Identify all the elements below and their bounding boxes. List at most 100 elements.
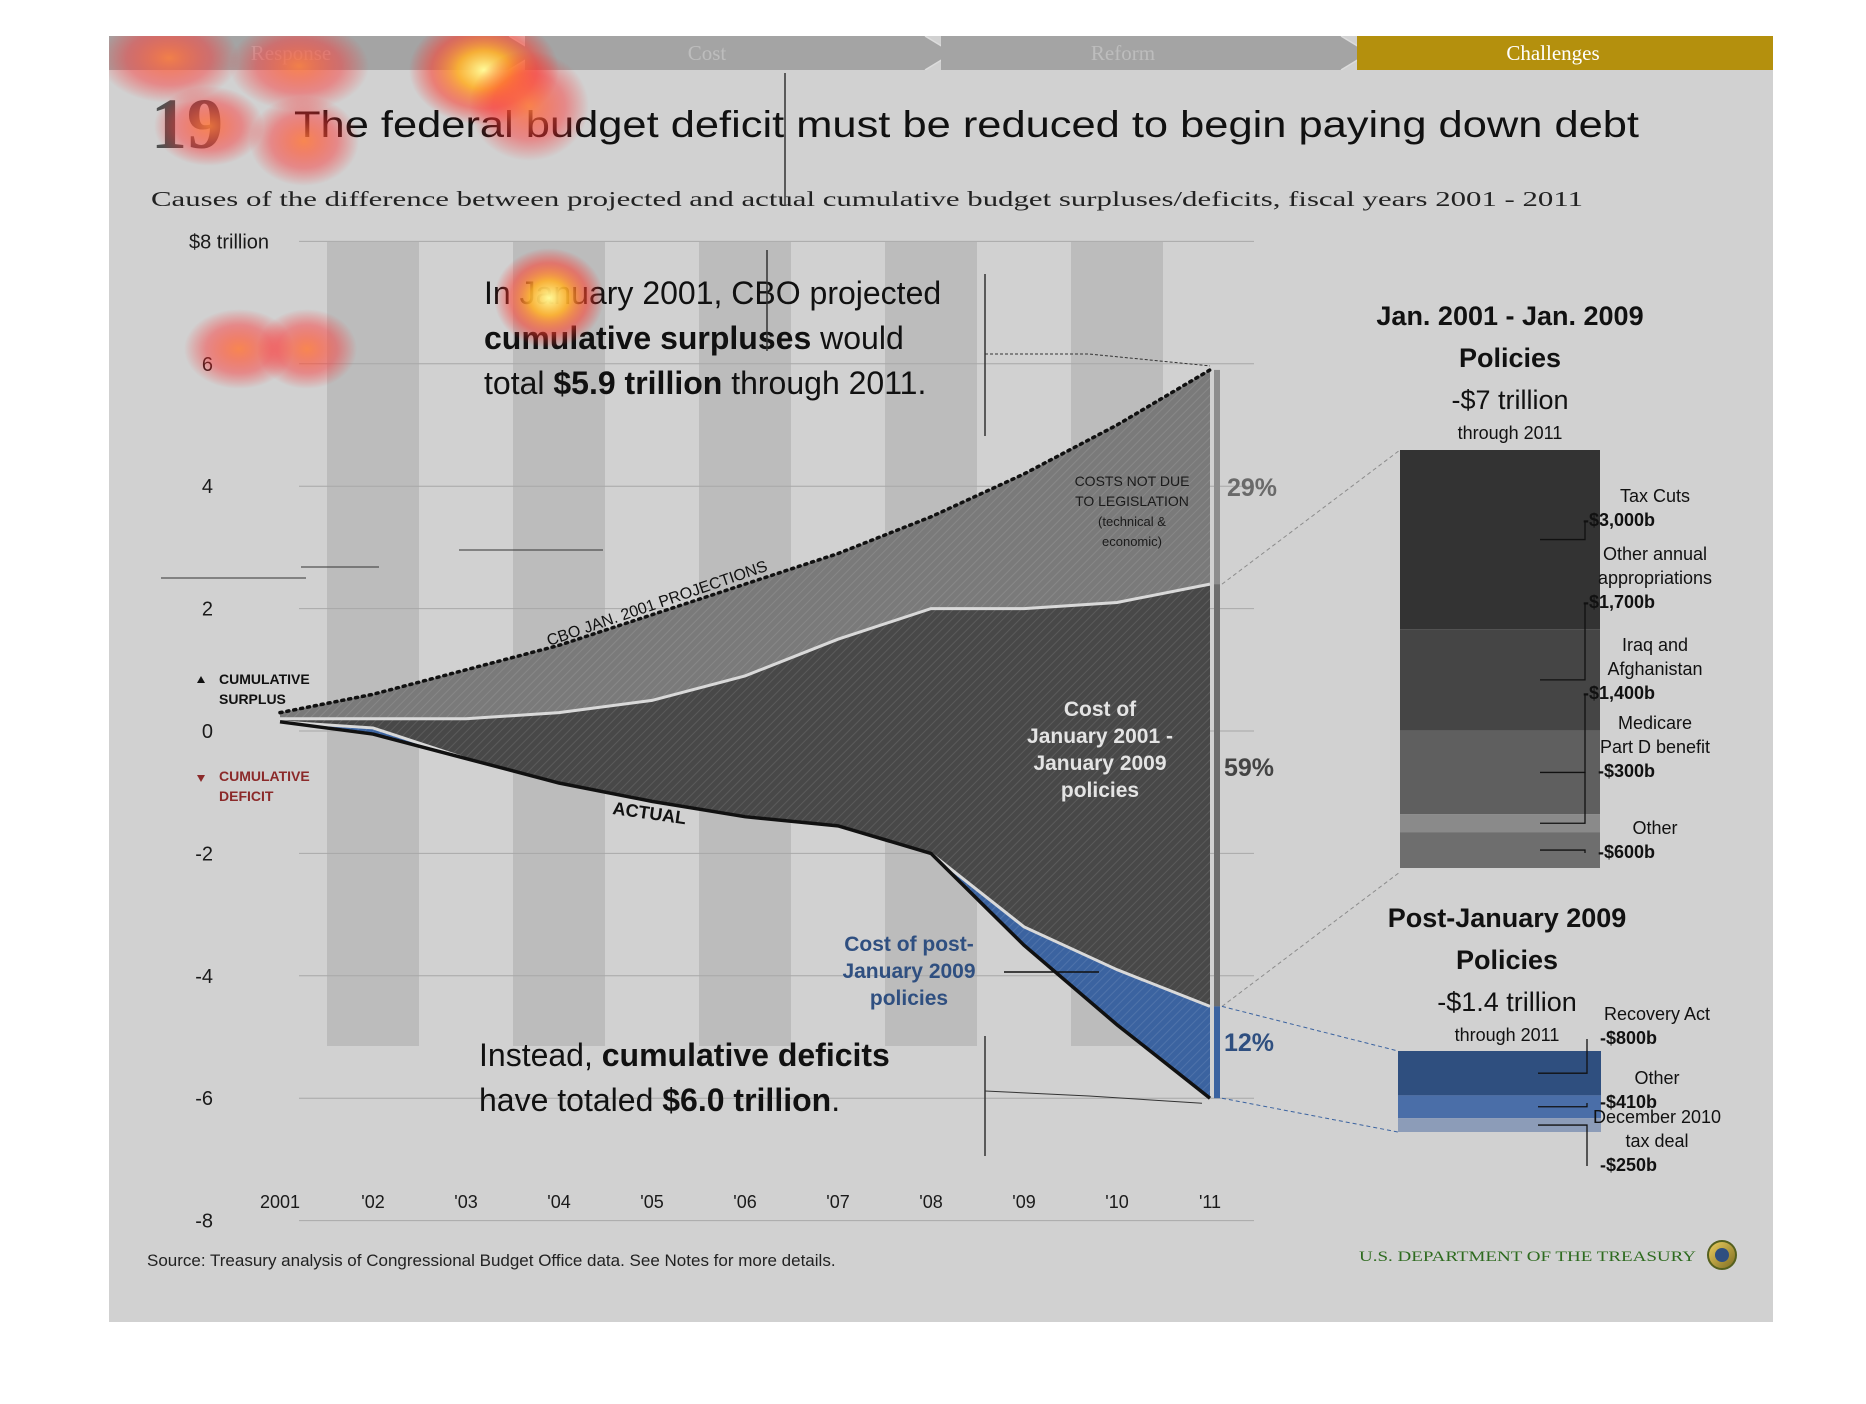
y-tick-label: 2 (202, 599, 213, 621)
breakdown-label: Other (1632, 818, 1677, 838)
x-tick-label: '05 (640, 1192, 663, 1212)
breakdown-value: -$800b (1600, 1028, 1657, 1048)
breakdown-segment (1400, 814, 1600, 833)
annotation-costs-not-due: (technical & (1098, 514, 1166, 529)
connector-dash (1221, 1005, 1399, 1052)
deficit-label: DEFICIT (219, 788, 274, 804)
bracket-technical (1214, 369, 1220, 585)
breakdown-label: Other (1634, 1068, 1679, 1088)
breakdown-leader (1538, 1039, 1588, 1074)
breakdown-label: Other annual (1603, 544, 1707, 564)
y-tick-label: -6 (195, 1088, 213, 1110)
surplus-arrow-icon (197, 676, 205, 683)
y-tick-label: -4 (195, 966, 213, 988)
connector-dash (1221, 871, 1401, 1007)
breakdown-total: -$1.4 trillion (1437, 987, 1577, 1017)
pct-technical: 29% (1227, 474, 1277, 502)
breakdown-segment (1398, 1118, 1601, 1132)
annotation-costs-not-due: TO LEGISLATION (1075, 493, 1189, 509)
surplus-label: SURPLUS (219, 691, 286, 707)
band-hatch (280, 369, 1210, 719)
y-tick-label: 0 (202, 721, 213, 743)
agency-name: U.S. DEPARTMENT OF THE TREASURY (1359, 1249, 1696, 1265)
nav-step-reform (941, 36, 1369, 70)
x-tick-label: '09 (1012, 1192, 1035, 1212)
year-column-band (327, 242, 419, 1046)
nav-step-label[interactable]: Challenges (1506, 41, 1599, 65)
breakdown-label: Recovery Act (1604, 1004, 1710, 1024)
deficit-label: CUMULATIVE (219, 768, 310, 784)
breakdown-label: Medicare (1618, 713, 1692, 733)
annotation-post-2009: January 2009 (842, 960, 975, 983)
breakdown-value: -$1,400b (1583, 683, 1655, 703)
treasury-seal-icon (1707, 1240, 1737, 1270)
breakdown-value: -$250b (1600, 1155, 1657, 1175)
breakdown-label: Tax Cuts (1620, 486, 1690, 506)
breakdown-label: Afghanistan (1607, 659, 1702, 679)
breakdown-value: -$410b (1600, 1092, 1657, 1112)
band-hatch (280, 584, 1210, 1007)
breakdown-segment (1398, 1095, 1601, 1119)
breakdown-value: -$600b (1598, 842, 1655, 862)
breakdown-total: -$7 trillion (1451, 385, 1568, 415)
deficit-arrow-icon (197, 775, 205, 782)
nav-step-label[interactable]: Cost (688, 41, 727, 65)
breakdown-leader (1538, 1103, 1588, 1108)
connector-dash (1221, 1097, 1399, 1133)
y-tick-label: $8 trillion (189, 231, 269, 253)
breakdown-label: appropriations (1598, 568, 1712, 588)
chart-title: The federal budget deficit must be reduc… (294, 104, 1640, 145)
deficit-chart: 19 The federal budget deficit must be re… (147, 73, 1737, 1270)
infographic-panel: Response Cost Reform Challenges 19 The fede… (109, 36, 1773, 1322)
x-tick-label: '02 (361, 1192, 384, 1212)
breakdown-value: -$300b (1598, 761, 1655, 781)
x-tick-label: '03 (454, 1192, 477, 1212)
breakdown-leader (1540, 849, 1586, 853)
breakdown-through: through 2011 (1455, 1025, 1560, 1045)
annotation-post-2009: Cost of post- (844, 933, 973, 956)
breakdown-label: December 2010 (1593, 1107, 1721, 1127)
x-tick-label: '10 (1105, 1192, 1128, 1212)
pct-policies: 59% (1224, 754, 1274, 782)
annotation-actual: have totaled $6.0 trillion. (479, 1082, 840, 1118)
pct-post: 12% (1224, 1029, 1274, 1057)
breakdown-through: through 2011 (1458, 423, 1563, 443)
annotation-policies-2001-2009: policies (1061, 779, 1139, 802)
breakdown-heading: Jan. 2001 - Jan. 2009 (1376, 301, 1643, 331)
annotation-leader (984, 1090, 1203, 1104)
annotation-costs-not-due: economic) (1102, 534, 1162, 549)
x-tick-label: '11 (1199, 1192, 1221, 1212)
annotation-costs-not-due: COSTS NOT DUE (1075, 473, 1190, 489)
connector-dash (1221, 449, 1401, 585)
annotation-policies-2001-2009: January 2009 (1033, 752, 1166, 775)
y-tick-label: 6 (202, 354, 213, 376)
bracket-post-2009 (1214, 1006, 1220, 1099)
breakdown-value: -$3,000b (1583, 510, 1655, 530)
nav-step-cost (525, 36, 953, 70)
annotation-actual: Instead, cumulative deficits (479, 1037, 890, 1073)
chart-number: 19 (151, 84, 223, 164)
breakdown-leader (1540, 603, 1586, 681)
nav-step-challenges (1357, 36, 1773, 70)
annotation-post-2009: policies (870, 987, 948, 1010)
y-tick-label: -8 (195, 1211, 213, 1233)
x-tick-label: '07 (826, 1192, 849, 1212)
annotation-projected: cumulative surpluses would (484, 320, 904, 356)
breakdown-label: tax deal (1625, 1131, 1688, 1151)
annotation-policies-2001-2009: Cost of (1064, 698, 1137, 721)
breakdown-leader (1540, 772, 1586, 824)
annotation-policies-2001-2009: January 2001 - (1027, 725, 1173, 748)
breakdown-leader (1538, 1124, 1588, 1166)
annotation-projected: total $5.9 trillion through 2011. (484, 365, 926, 401)
breakdown-label: Part D benefit (1600, 737, 1710, 757)
annotation-projected: In January 2001, CBO projected (484, 275, 941, 311)
breakdown-label: Iraq and (1622, 635, 1688, 655)
x-tick-label: 2001 (260, 1192, 300, 1212)
chart-subtitle: Causes of the difference between project… (151, 187, 1583, 211)
line-cbo-projection (278, 368, 1212, 715)
nav-step-label[interactable]: Reform (1091, 41, 1155, 65)
breakdown-leader (1540, 521, 1586, 541)
x-tick-label: '06 (733, 1192, 756, 1212)
breakdown-heading: Policies (1456, 945, 1558, 975)
breakdown-value: -$1,700b (1583, 592, 1655, 612)
